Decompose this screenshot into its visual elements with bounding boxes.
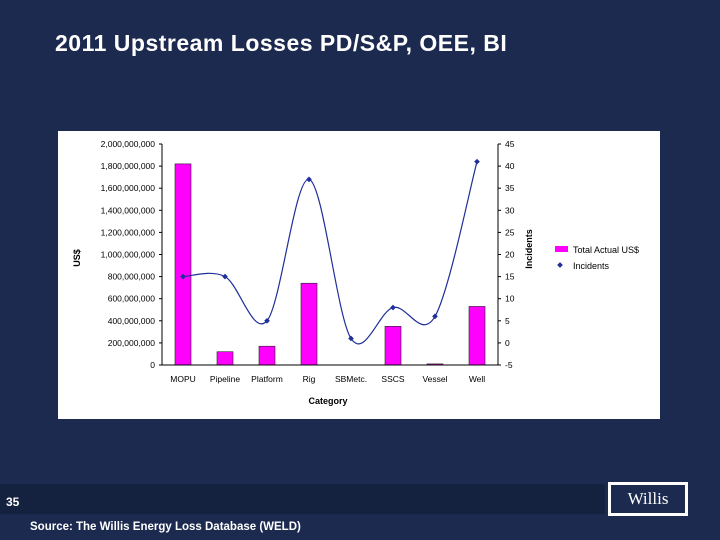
bar bbox=[216, 351, 234, 366]
y-right-tick-label: 0 bbox=[505, 338, 510, 348]
x-tick-label: SSCS bbox=[381, 374, 404, 384]
x-tick-label: Vessel bbox=[422, 374, 447, 384]
axes-layer: 0 200,000,000 400,000,000 600,000,000 800,00… bbox=[101, 139, 515, 384]
bar bbox=[384, 326, 402, 366]
y-left-tick-label: 400,000,000 bbox=[108, 316, 156, 326]
y-left-tick-label: 2,000,000,000 bbox=[101, 139, 156, 149]
legend-marker-swatch bbox=[557, 262, 563, 268]
incident-marker bbox=[348, 335, 354, 342]
page-number: 35 bbox=[6, 495, 20, 509]
slide-title: 2011 Upstream Losses PD/S&P, OEE, BI bbox=[55, 30, 508, 56]
x-tick-label: MOPU bbox=[170, 374, 196, 384]
y-left-tick-label: 1,000,000,000 bbox=[101, 250, 156, 260]
line-layer bbox=[180, 158, 480, 345]
bar bbox=[174, 163, 192, 366]
y-right-tick-label: 15 bbox=[505, 272, 515, 282]
bar bbox=[300, 282, 318, 366]
x-tick-label: Platform bbox=[251, 374, 283, 384]
incident-marker bbox=[264, 317, 270, 324]
y-left-tick-label: 1,200,000,000 bbox=[101, 227, 156, 237]
y-left-tick-label: 200,000,000 bbox=[108, 338, 156, 348]
bar bbox=[468, 306, 486, 366]
y-right-tick-label: 35 bbox=[505, 183, 515, 193]
incident-marker bbox=[222, 273, 228, 280]
x-axis-label: Category bbox=[308, 396, 347, 406]
legend-bar-swatch bbox=[555, 246, 568, 252]
y-left-tick-label: 1,400,000,000 bbox=[101, 205, 156, 215]
y-left-tick-label: 800,000,000 bbox=[108, 272, 156, 282]
willis-logo-text: Willis bbox=[611, 485, 685, 513]
y-left-axis-label: US$ bbox=[72, 249, 82, 267]
y-left-tick-label: 1,800,000,000 bbox=[101, 161, 156, 171]
legend-bar-label: Total Actual US$ bbox=[573, 245, 639, 255]
y-right-tick-label: 20 bbox=[505, 250, 515, 260]
x-tick-label: Well bbox=[469, 374, 485, 384]
chart-panel: 0 200,000,000 400,000,000 600,000,000 800,00… bbox=[58, 131, 660, 419]
legend: Total Actual US$ Incidents bbox=[555, 245, 639, 271]
x-tick-label: Rig bbox=[303, 374, 316, 384]
willis-logo: Willis bbox=[608, 482, 688, 516]
incident-marker bbox=[180, 273, 186, 280]
y-left-tick-label: 1,600,000,000 bbox=[101, 183, 156, 193]
x-tick-label: Pipeline bbox=[210, 374, 241, 384]
x-tick-label: SBMetc. bbox=[335, 374, 367, 384]
y-right-tick-label: 30 bbox=[505, 205, 515, 215]
y-left-tick-label: 0 bbox=[150, 360, 155, 370]
y-right-tick-label: 40 bbox=[505, 161, 515, 171]
incident-marker bbox=[474, 158, 480, 165]
y-right-tick-label: -5 bbox=[505, 360, 513, 370]
bar bbox=[258, 345, 276, 366]
incident-marker bbox=[432, 313, 438, 320]
y-right-tick-label: 5 bbox=[505, 316, 510, 326]
y-right-axis-label: Incidents bbox=[524, 229, 534, 269]
chart-svg: 0 200,000,000 400,000,000 600,000,000 800,00… bbox=[72, 139, 639, 406]
y-right-tick-label: 45 bbox=[505, 139, 515, 149]
footer-bar bbox=[0, 484, 605, 514]
y-right-tick-label: 25 bbox=[505, 227, 515, 237]
y-right-tick-label: 10 bbox=[505, 294, 515, 304]
y-left-tick-label: 600,000,000 bbox=[108, 294, 156, 304]
legend-line-label: Incidents bbox=[573, 261, 610, 271]
bars-layer bbox=[174, 163, 486, 366]
incident-marker bbox=[390, 304, 396, 311]
source-note: Source: The Willis Energy Loss Database … bbox=[30, 521, 301, 533]
